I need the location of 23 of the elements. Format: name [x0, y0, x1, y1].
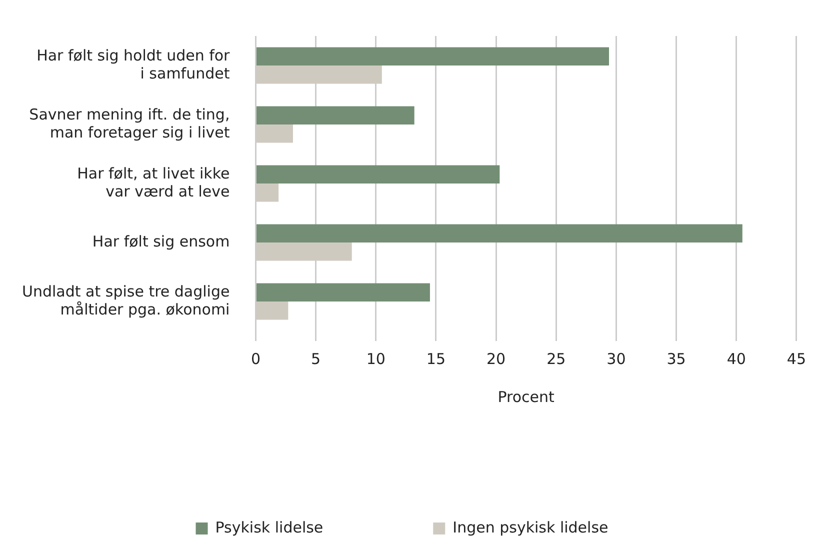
y-tick-label: Har følt sig ensom — [92, 232, 230, 250]
x-tick-label: 5 — [311, 350, 321, 368]
bar — [256, 283, 430, 302]
x-tick-label: 45 — [786, 350, 806, 368]
legend-label: Ingen psykisk lidelse — [452, 518, 608, 536]
x-tick-label: 35 — [666, 350, 686, 368]
y-tick-label: Savner mening ift. de ting, man foretager sig i livet — [29, 105, 230, 142]
y-tick-label: Undladt at spise tre daglige måltider pga. økonomi — [22, 282, 230, 318]
legend-label: Psykisk lidelse — [215, 518, 324, 536]
x-tick-label: 25 — [546, 350, 566, 368]
x-tick-label: 20 — [486, 350, 506, 368]
bar — [256, 224, 742, 242]
x-tick-label: 30 — [606, 350, 626, 368]
y-tick-label: Har følt, at livet ikke var værd at leve — [77, 164, 230, 200]
y-tick-label: Har følt sig holdt uden for i samfundet — [36, 46, 231, 82]
x-tick-label: 15 — [426, 350, 446, 368]
x-axis-title: Procent — [498, 388, 555, 406]
x-tick-label: 10 — [366, 350, 386, 368]
bar — [256, 47, 610, 66]
bar — [256, 165, 500, 184]
x-tick-label: 0 — [250, 350, 261, 368]
bar — [256, 106, 414, 124]
x-tick-label: 40 — [726, 350, 746, 368]
